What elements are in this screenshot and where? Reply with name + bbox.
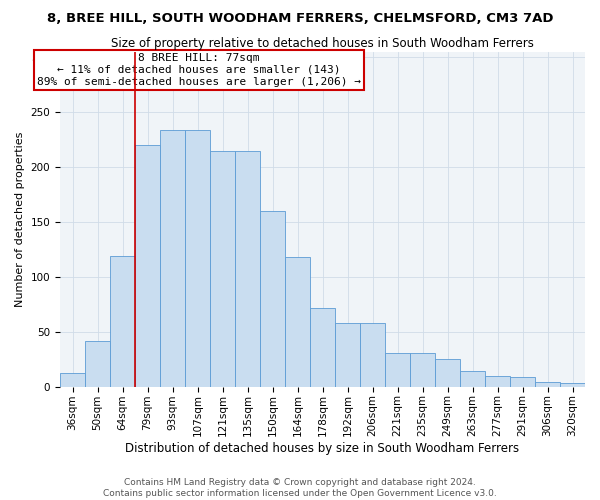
Bar [210,150,235,386]
Bar [510,377,535,386]
Bar [235,150,260,386]
Bar [385,352,410,386]
Bar [260,211,285,386]
Text: 8, BREE HILL, SOUTH WOODHAM FERRERS, CHELMSFORD, CM3 7AD: 8, BREE HILL, SOUTH WOODHAM FERRERS, CHE… [47,12,553,26]
Title: Size of property relative to detached houses in South Woodham Ferrers: Size of property relative to detached ho… [111,38,534,51]
Bar [460,372,485,386]
Bar [285,257,310,386]
X-axis label: Distribution of detached houses by size in South Woodham Ferrers: Distribution of detached houses by size … [125,442,520,455]
Bar [185,130,210,386]
Text: Contains HM Land Registry data © Crown copyright and database right 2024.
Contai: Contains HM Land Registry data © Crown c… [103,478,497,498]
Bar [110,256,135,386]
Bar [310,308,335,386]
Bar [85,340,110,386]
Bar [410,352,435,386]
Bar [335,323,360,386]
Text: 8 BREE HILL: 77sqm
← 11% of detached houses are smaller (143)
89% of semi-detach: 8 BREE HILL: 77sqm ← 11% of detached hou… [37,54,361,86]
Bar [560,384,585,386]
Y-axis label: Number of detached properties: Number of detached properties [15,132,25,307]
Bar [160,130,185,386]
Bar [135,145,160,386]
Bar [60,374,85,386]
Bar [485,376,510,386]
Bar [360,323,385,386]
Bar [435,359,460,386]
Bar [535,382,560,386]
